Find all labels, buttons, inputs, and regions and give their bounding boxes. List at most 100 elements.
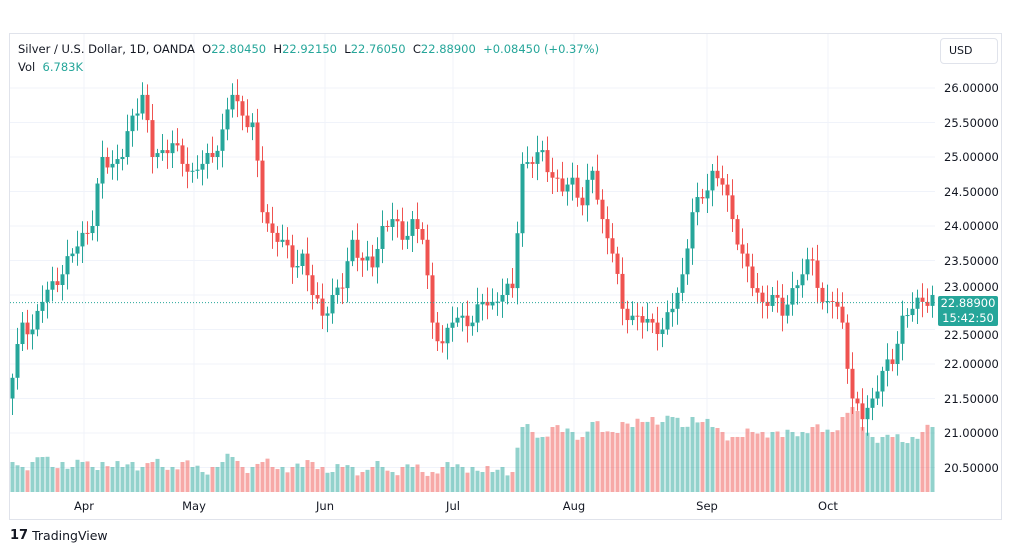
candle-body[interactable] (285, 239, 290, 246)
candle-body[interactable] (145, 94, 150, 121)
candle-body[interactable] (325, 313, 330, 316)
candle-body[interactable] (790, 288, 795, 305)
candle-body[interactable] (630, 315, 635, 321)
tradingview-logo[interactable]: 17 TradingView (10, 528, 108, 543)
candle-body[interactable] (810, 259, 815, 261)
candle-body[interactable] (430, 275, 435, 323)
candle-body[interactable] (10, 377, 15, 399)
candle-body[interactable] (730, 195, 735, 220)
candle-body[interactable] (375, 248, 380, 268)
candle-body[interactable] (155, 153, 160, 157)
currency-button[interactable]: USD (940, 38, 998, 64)
candle-body[interactable] (830, 301, 835, 303)
candle-body[interactable] (310, 275, 315, 295)
candle-body[interactable] (675, 292, 680, 309)
candle-body[interactable] (425, 239, 430, 276)
candle-body[interactable] (650, 318, 655, 323)
candle-body[interactable] (75, 246, 80, 254)
candle-body[interactable] (300, 253, 305, 267)
candle-body[interactable] (290, 245, 295, 268)
candle-body[interactable] (250, 122, 255, 128)
candle-body[interactable] (695, 197, 700, 213)
candle-body[interactable] (800, 274, 805, 286)
candle-body[interactable] (805, 259, 810, 275)
candle-body[interactable] (505, 283, 510, 295)
candle-body[interactable] (890, 359, 895, 364)
candle-body[interactable] (720, 178, 725, 185)
candle-body[interactable] (865, 407, 870, 420)
candle-body[interactable] (640, 316, 645, 323)
candle-body[interactable] (850, 368, 855, 399)
candle-body[interactable] (45, 289, 50, 302)
candle-body[interactable] (500, 295, 505, 302)
candle-body[interactable] (305, 253, 310, 276)
candle-body[interactable] (870, 398, 875, 408)
candle-body[interactable] (140, 94, 145, 114)
candle-body[interactable] (195, 169, 200, 171)
candle-body[interactable] (350, 239, 355, 262)
candle-body[interactable] (620, 273, 625, 309)
candle-body[interactable] (395, 219, 400, 222)
candle-body[interactable] (440, 341, 445, 344)
candle-body[interactable] (740, 244, 745, 254)
candle-body[interactable] (200, 163, 205, 170)
candle-body[interactable] (40, 301, 45, 311)
candle-body[interactable] (590, 170, 595, 180)
candle-body[interactable] (385, 226, 390, 227)
candle-body[interactable] (315, 295, 320, 299)
candle-body[interactable] (170, 143, 175, 154)
candle-body[interactable] (355, 239, 360, 258)
candle-body[interactable] (470, 322, 475, 327)
candle-body[interactable] (510, 283, 515, 289)
candle-body[interactable] (820, 287, 825, 302)
candle-body[interactable] (420, 229, 425, 240)
candle-body[interactable] (260, 160, 265, 213)
candle-body[interactable] (795, 285, 800, 289)
candle-body[interactable] (490, 301, 495, 306)
candle-body[interactable] (295, 266, 300, 268)
candle-body[interactable] (600, 199, 605, 220)
candle-body[interactable] (895, 343, 900, 364)
candle-body[interactable] (885, 359, 890, 371)
candle-body[interactable] (570, 177, 575, 185)
candle-body[interactable] (715, 170, 720, 179)
candle-body[interactable] (80, 232, 85, 247)
candle-body[interactable] (880, 370, 885, 392)
candle-body[interactable] (465, 315, 470, 327)
candle-body[interactable] (240, 101, 245, 116)
candle-body[interactable] (615, 253, 620, 274)
candle-body[interactable] (95, 183, 100, 226)
candle-body[interactable] (130, 115, 135, 132)
candle-body[interactable] (35, 310, 40, 330)
candle-body[interactable] (555, 177, 560, 179)
candle-body[interactable] (750, 266, 755, 289)
candle-body[interactable] (625, 308, 630, 321)
candle-body[interactable] (370, 256, 375, 268)
candle-body[interactable] (540, 150, 545, 153)
candle-body[interactable] (215, 150, 220, 157)
candle-body[interactable] (225, 109, 230, 130)
candle-body[interactable] (610, 238, 615, 254)
candle-body[interactable] (50, 281, 55, 290)
candle-body[interactable] (365, 256, 370, 261)
candle-body[interactable] (90, 226, 95, 234)
candle-body[interactable] (655, 322, 660, 335)
candle-body[interactable] (565, 184, 570, 192)
candle-body[interactable] (665, 312, 670, 330)
candle-body[interactable] (445, 327, 450, 344)
candle-body[interactable] (550, 172, 555, 178)
candle-body[interactable] (910, 308, 915, 316)
candle-body[interactable] (165, 150, 170, 154)
candle-body[interactable] (930, 295, 935, 306)
candle-body[interactable] (460, 315, 465, 318)
candle-body[interactable] (875, 391, 880, 399)
candle-body[interactable] (345, 261, 350, 289)
candle-body[interactable] (485, 301, 490, 306)
candle-body[interactable] (70, 253, 75, 257)
candle-body[interactable] (835, 301, 840, 307)
candle-body[interactable] (815, 260, 820, 288)
candle-body[interactable] (560, 178, 565, 192)
candle-body[interactable] (230, 94, 235, 110)
candle-body[interactable] (900, 315, 905, 344)
candle-body[interactable] (175, 143, 180, 146)
